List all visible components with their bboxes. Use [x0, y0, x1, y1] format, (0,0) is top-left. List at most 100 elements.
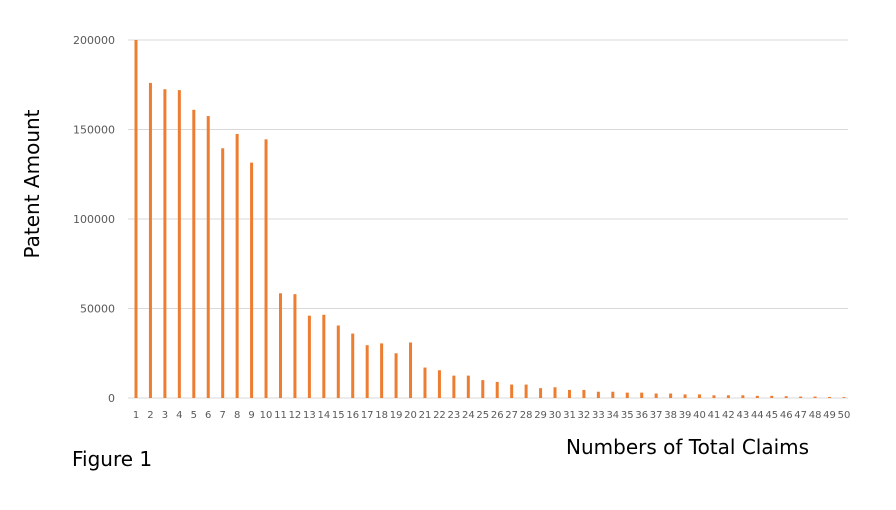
x-tick-label: 13 [303, 410, 316, 421]
x-tick-label: 7 [220, 410, 226, 421]
x-tick-label: 12 [289, 410, 302, 421]
y-tick-labels: 0 50000 100000 150000 200000 [73, 34, 115, 405]
bar [163, 89, 167, 398]
y-tick-label: 150000 [73, 124, 115, 137]
bar [192, 109, 196, 398]
bar [539, 388, 543, 398]
x-tick-label: 28 [520, 410, 533, 421]
bar [611, 391, 615, 398]
x-tick-label: 31 [563, 410, 576, 421]
x-tick-label: 44 [751, 410, 764, 421]
bar [755, 395, 759, 398]
bar [596, 391, 600, 398]
bar [799, 396, 803, 398]
x-tick-label: 19 [390, 410, 403, 421]
x-tick-label: 32 [578, 410, 591, 421]
y-tick-label: 50000 [80, 303, 115, 316]
bar [365, 345, 369, 398]
x-tick-label: 6 [205, 410, 211, 421]
x-tick-label: 11 [274, 410, 287, 421]
bar [250, 162, 254, 398]
x-tick-label: 49 [823, 410, 836, 421]
x-tick-label: 50 [838, 410, 851, 421]
bar [582, 389, 586, 398]
x-tick-label: 27 [505, 410, 518, 421]
x-tick-label: 29 [534, 410, 547, 421]
x-tick-label: 25 [476, 410, 489, 421]
y-axis-label: Patent Amount [20, 109, 44, 259]
x-tick-label: 5 [191, 410, 197, 421]
figure-caption: Figure 1 [72, 447, 153, 471]
bar [437, 370, 441, 398]
bar [134, 40, 138, 398]
x-tick-label: 46 [780, 410, 793, 421]
x-tick-label: 21 [419, 410, 432, 421]
x-tick-label: 16 [346, 410, 359, 421]
x-tick-label: 33 [592, 410, 605, 421]
bar [813, 396, 817, 398]
x-tick-label: 26 [491, 410, 504, 421]
bar [307, 315, 311, 398]
bar [654, 393, 658, 398]
x-tick-label: 38 [664, 410, 677, 421]
x-tick-label: 37 [650, 410, 663, 421]
x-tick-label: 23 [448, 410, 461, 421]
bar [828, 396, 832, 398]
bar [322, 314, 326, 398]
bar [148, 82, 152, 399]
x-tick-label: 3 [162, 410, 168, 421]
x-tick-label: 41 [708, 410, 721, 421]
bars [134, 40, 846, 399]
bar [712, 395, 716, 398]
bar [380, 343, 384, 398]
x-tick-label: 15 [332, 410, 345, 421]
bar [524, 384, 528, 398]
x-tick-label: 10 [260, 410, 273, 421]
x-tick-label: 36 [635, 410, 648, 421]
x-tick-labels: 1 2 3 4 5 6 7 8 9 10 11 12 13 14 15 16 17 18 19 20 21 22 23 24 2… [133, 410, 851, 421]
x-tick-label: 34 [606, 410, 619, 421]
x-tick-label: 43 [736, 410, 749, 421]
x-tick-label: 24 [462, 410, 475, 421]
x-tick-label: 22 [433, 410, 446, 421]
bar [770, 395, 774, 398]
x-tick-label: 1 [133, 410, 139, 421]
bar [394, 353, 398, 398]
x-tick-label: 47 [794, 410, 807, 421]
bar [264, 139, 268, 398]
x-tick-label: 14 [317, 410, 330, 421]
bar [466, 375, 470, 399]
x-tick-label: 35 [621, 410, 634, 421]
x-axis-label: Numbers of Total Claims [566, 435, 810, 459]
x-tick-label: 48 [809, 410, 822, 421]
bar [842, 397, 846, 398]
bar [625, 392, 629, 398]
bar [481, 380, 485, 398]
bar [177, 90, 181, 399]
x-tick-label: 39 [679, 410, 692, 421]
bar [423, 367, 427, 398]
bar [336, 325, 340, 398]
bar [452, 375, 456, 399]
x-tick-label: 4 [176, 410, 182, 421]
bar [726, 395, 730, 398]
x-tick-label: 30 [549, 410, 562, 421]
x-tick-label: 17 [361, 410, 374, 421]
bar [510, 384, 514, 398]
x-tick-label: 45 [765, 410, 778, 421]
bar [409, 342, 413, 398]
bar [741, 395, 745, 398]
bar [669, 393, 673, 398]
x-tick-label: 20 [404, 410, 417, 421]
bar [278, 293, 282, 398]
bar [683, 394, 687, 398]
bar [221, 148, 225, 398]
x-tick-label: 9 [248, 410, 254, 421]
bar [698, 394, 702, 398]
bar [235, 133, 239, 398]
bar [640, 392, 644, 398]
x-tick-label: 8 [234, 410, 240, 421]
bar [351, 333, 355, 398]
bar [495, 381, 499, 398]
